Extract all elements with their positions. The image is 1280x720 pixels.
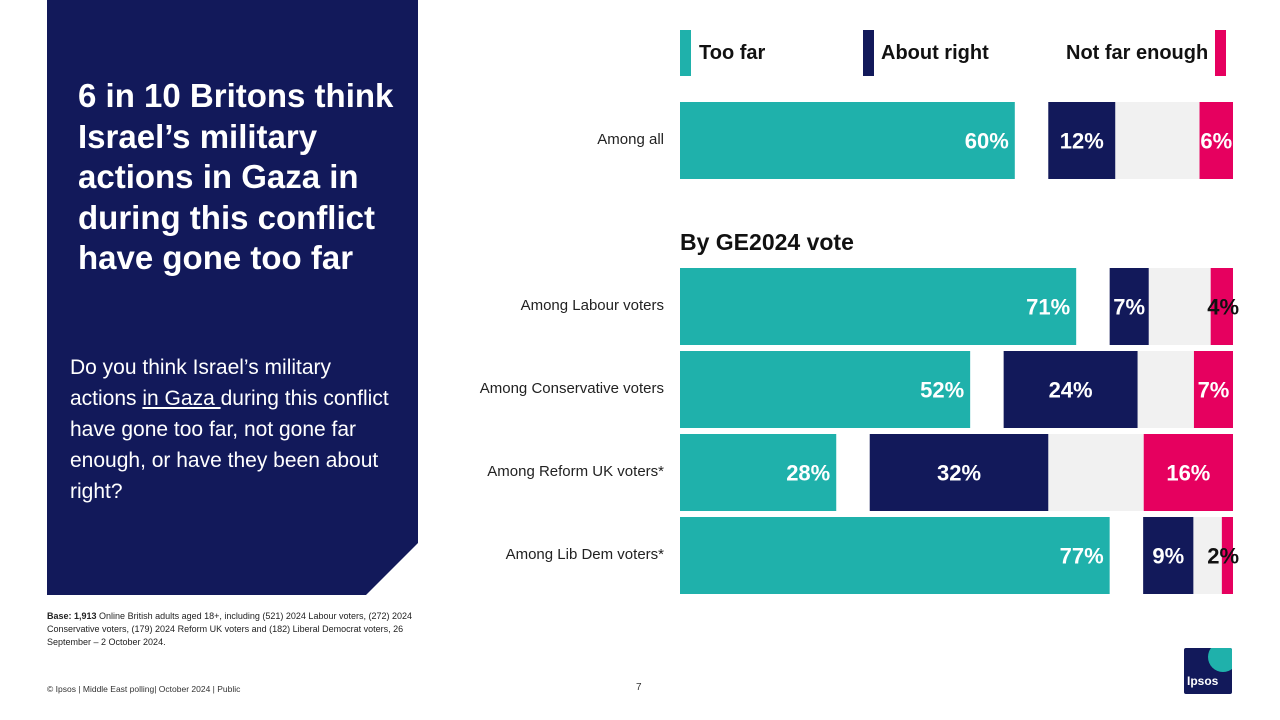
legend-swatch-too-far: [680, 30, 691, 76]
bar-about-right-reform: [869, 434, 1049, 511]
bar-not-far-enough-all: [1199, 102, 1233, 179]
legend-swatch-about-right: [863, 30, 874, 76]
legend-label-too-far: Too far: [699, 41, 766, 64]
bar-too-far-reform: [680, 434, 837, 511]
label-too-far-all: 60%: [965, 129, 1009, 154]
base-note: Base: 1,913 Online British adults aged 1…: [47, 610, 417, 649]
bar-not-far-enough-libdem: [1221, 517, 1233, 594]
section-title: By GE2024 vote: [680, 229, 854, 255]
title-panel: [47, 0, 418, 595]
label-not-far-enough-all: 6%: [1200, 129, 1232, 154]
label-about-right-libdem: 9%: [1152, 544, 1184, 569]
bar-not-far-enough-conservative: [1193, 351, 1233, 428]
bar-gap-all: [1115, 102, 1200, 179]
bar-too-far-all: [680, 102, 1015, 179]
footer-text: © Ipsos | Middle East polling| October 2…: [47, 684, 241, 694]
page-number: 7: [636, 682, 642, 693]
bar-not-far-enough-labour: [1210, 268, 1233, 345]
bar-gap-libdem: [1193, 517, 1222, 594]
question-text-underlined: in Gaza: [142, 387, 221, 410]
label-not-far-enough-reform: 16%: [1166, 461, 1210, 486]
legend-not-far-enough: Not far enough: [1066, 30, 1227, 76]
bar-too-far-libdem: [680, 517, 1110, 594]
row-label-libdem: Among Lib Dem voters*: [505, 546, 664, 563]
row-label-labour: Among Labour voters: [520, 297, 664, 314]
label-about-right-reform: 32%: [937, 461, 981, 486]
legend-label-not-far-enough: Not far enough: [1066, 41, 1209, 64]
ipsos-logo: Ipsos: [1184, 648, 1232, 694]
label-not-far-enough-libdem: 2%: [1207, 544, 1239, 569]
label-too-far-labour: 71%: [1026, 295, 1070, 320]
bar-not-far-enough-reform: [1143, 434, 1233, 511]
bar-gap-labour: [1148, 268, 1211, 345]
bar-about-right-libdem: [1143, 517, 1194, 594]
legend-too-far: Too far: [680, 30, 765, 76]
bar-too-far-conservative: [680, 351, 971, 428]
logo-text: Ipsos: [1187, 674, 1219, 688]
bar-too-far-labour: [680, 268, 1077, 345]
bar-gap-conservative: [1137, 351, 1194, 428]
label-not-far-enough-conservative: 7%: [1198, 378, 1230, 403]
legend-label-about-right: About right: [881, 41, 989, 64]
headline: 6 in 10 Britons think Israel’s military …: [78, 77, 394, 276]
row-label-reform: Among Reform UK voters*: [487, 463, 664, 480]
survey-question: Do you think Israel’s military actions i…: [70, 352, 400, 507]
label-not-far-enough-labour: 4%: [1207, 295, 1239, 320]
bar-about-right-all: [1048, 102, 1116, 179]
bar-about-right-conservative: [1003, 351, 1138, 428]
row-label-conservative: Among Conservative voters: [479, 380, 664, 397]
label-about-right-all: 12%: [1060, 129, 1104, 154]
logo-swirl-icon: [1208, 648, 1232, 672]
bar-about-right-labour: [1109, 268, 1149, 345]
question-text-start: Do you think Israel’s military actions: [70, 356, 332, 410]
bar-gap-reform: [1048, 434, 1144, 511]
label-too-far-conservative: 52%: [920, 378, 964, 403]
row-label-all: Among all: [597, 131, 664, 148]
legend-about-right: About right: [863, 30, 989, 76]
legend-swatch-not-far-enough: [1215, 30, 1227, 76]
base-label: Base: 1,913: [47, 611, 97, 621]
base-text: Online British adults aged 18+, includin…: [47, 611, 412, 647]
label-too-far-libdem: 77%: [1060, 544, 1104, 569]
label-about-right-conservative: 24%: [1049, 378, 1093, 403]
label-about-right-labour: 7%: [1113, 295, 1145, 320]
question-text-end: during this conflict have gone too far, …: [70, 387, 389, 503]
label-too-far-reform: 28%: [786, 461, 830, 486]
